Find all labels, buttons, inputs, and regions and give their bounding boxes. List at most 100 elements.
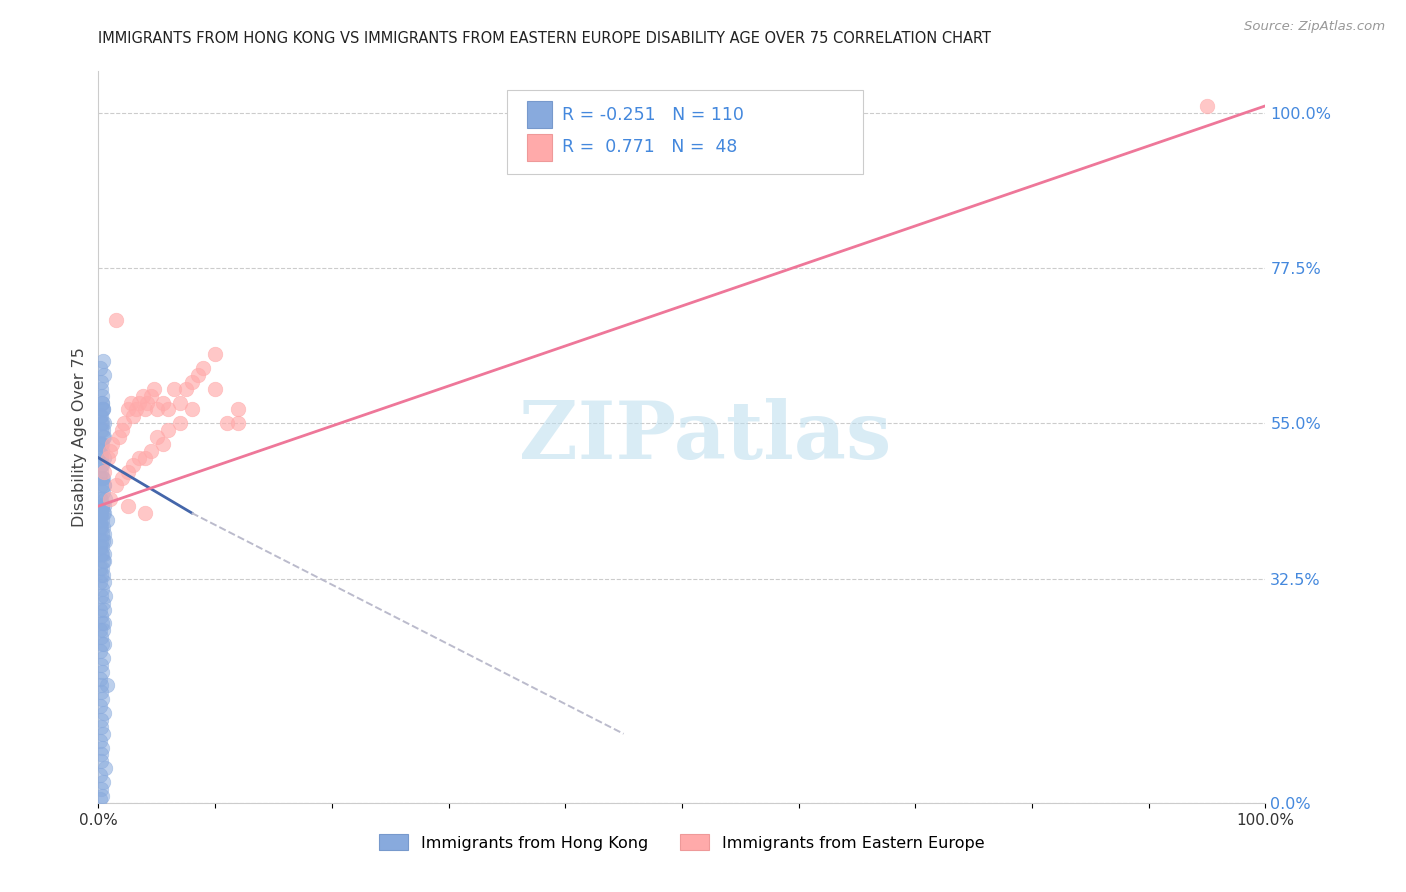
Point	[169, 417, 191, 431]
Point	[228, 402, 250, 417]
Point	[90, 541, 112, 555]
Point	[90, 437, 112, 451]
Point	[89, 471, 111, 485]
Point	[90, 443, 112, 458]
Point	[93, 478, 115, 492]
Point	[117, 499, 139, 513]
Point	[193, 361, 215, 376]
Point	[89, 699, 111, 714]
Point	[215, 417, 238, 431]
Point	[89, 561, 111, 575]
Point	[90, 395, 112, 409]
Point	[93, 526, 115, 541]
Y-axis label: Disability Age Over 75: Disability Age Over 75	[72, 347, 87, 527]
Point	[89, 574, 111, 589]
Point	[180, 402, 202, 417]
Point	[204, 382, 226, 396]
Point	[187, 368, 209, 382]
Point	[89, 520, 111, 534]
Point	[93, 602, 115, 616]
Point	[90, 417, 112, 431]
Point	[89, 506, 111, 520]
Bar	[527, 101, 553, 128]
Point	[90, 637, 112, 651]
Point	[139, 443, 162, 458]
Point	[91, 430, 114, 444]
Point	[93, 417, 115, 431]
Point	[93, 450, 115, 465]
Point	[91, 651, 114, 665]
Point	[93, 554, 115, 568]
Point	[90, 713, 112, 727]
Point	[93, 465, 115, 479]
Point	[204, 347, 226, 361]
Point	[101, 437, 124, 451]
Text: IMMIGRANTS FROM HONG KONG VS IMMIGRANTS FROM EASTERN EUROPE DISABILITY AGE OVER : IMMIGRANTS FROM HONG KONG VS IMMIGRANTS …	[98, 31, 991, 46]
Point	[89, 492, 111, 507]
Point	[152, 395, 174, 409]
Point	[90, 389, 112, 403]
Point	[128, 450, 150, 465]
Point	[90, 458, 112, 472]
Point	[96, 513, 118, 527]
Point	[90, 561, 112, 575]
Point	[91, 624, 114, 638]
Point	[146, 430, 169, 444]
Point	[90, 630, 112, 644]
Point	[122, 409, 145, 424]
Point	[91, 727, 114, 741]
Point	[91, 568, 114, 582]
Point	[163, 382, 186, 396]
Point	[90, 789, 112, 803]
Point	[139, 389, 162, 403]
Point	[90, 548, 112, 562]
Point	[93, 706, 115, 720]
Point	[90, 450, 112, 465]
Point	[152, 437, 174, 451]
Point	[91, 485, 114, 500]
Point	[134, 506, 156, 520]
Point	[90, 465, 112, 479]
Point	[157, 423, 180, 437]
Point	[90, 375, 112, 389]
Point	[91, 520, 114, 534]
Point	[104, 478, 127, 492]
Point	[93, 574, 115, 589]
Point	[94, 492, 117, 507]
Point	[180, 375, 202, 389]
Point	[89, 624, 111, 638]
Point	[90, 692, 112, 706]
Point	[93, 478, 115, 492]
Point	[91, 402, 114, 417]
Text: Source: ZipAtlas.com: Source: ZipAtlas.com	[1244, 20, 1385, 33]
Point	[134, 450, 156, 465]
Point	[89, 672, 111, 686]
Text: ZIPatlas: ZIPatlas	[519, 398, 891, 476]
Point	[90, 720, 112, 734]
Legend: Immigrants from Hong Kong, Immigrants from Eastern Europe: Immigrants from Hong Kong, Immigrants fr…	[373, 828, 991, 857]
Point	[90, 478, 112, 492]
Point	[90, 526, 112, 541]
Point	[93, 499, 115, 513]
Point	[157, 402, 180, 417]
Point	[90, 492, 112, 507]
Bar	[527, 134, 553, 161]
Point	[93, 506, 115, 520]
Point	[90, 382, 112, 396]
Point	[89, 541, 111, 555]
Point	[90, 582, 112, 596]
Point	[93, 430, 115, 444]
Point	[93, 368, 115, 382]
Point	[89, 443, 111, 458]
Point	[90, 657, 112, 672]
Point	[90, 533, 112, 548]
Point	[89, 644, 111, 658]
Point	[90, 499, 112, 513]
Point	[90, 423, 112, 437]
Point	[90, 609, 112, 624]
Point	[89, 513, 111, 527]
Point	[90, 568, 112, 582]
Point	[89, 733, 111, 747]
Point	[94, 761, 117, 775]
Point	[132, 389, 155, 403]
